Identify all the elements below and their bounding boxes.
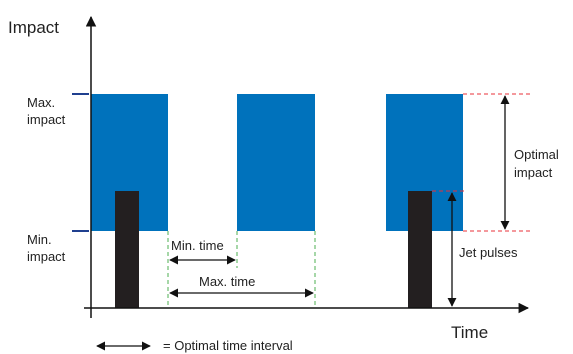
max-time-label: Max. time [199, 274, 255, 289]
optimal-impact-label-line2: impact [514, 165, 553, 180]
jet-pulses-label: Jet pulses [459, 245, 518, 260]
legend-text: = Optimal time interval [163, 338, 293, 353]
max-impact-label-line1: Max. [27, 95, 55, 110]
min-time-label: Min. time [171, 238, 224, 253]
jet-pulse-bar-2 [408, 191, 432, 308]
min-impact-label-line1: Min. [27, 232, 52, 247]
x-axis-title: Time [451, 323, 488, 342]
optimal-impact-label-line1: Optimal [514, 147, 559, 162]
min-impact-label-line2: impact [27, 249, 66, 264]
max-impact-label-line2: impact [27, 112, 66, 127]
jet-pulses [115, 191, 432, 308]
jet-pulse-bar-1 [115, 191, 139, 308]
y-axis-title: Impact [8, 18, 59, 37]
impact-blocks [91, 94, 463, 231]
impact-block-2 [237, 94, 315, 231]
